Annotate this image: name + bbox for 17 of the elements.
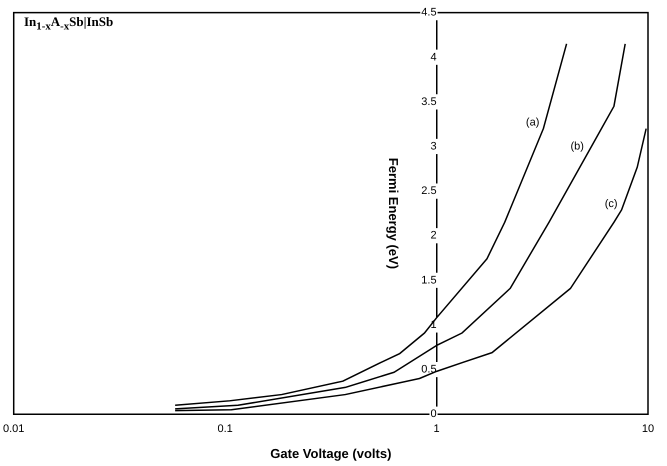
y-tick-label: 2.5 bbox=[421, 185, 437, 198]
x-tick-label: 0.01 bbox=[2, 422, 24, 435]
y-axis-title: Fermi Energy (eV) bbox=[386, 158, 401, 270]
y-tick-label: 0 bbox=[430, 408, 437, 420]
chart-title: In$_{1-x}$A$_{-x}$Sb|InSb bbox=[24, 14, 114, 33]
annotation: (b) bbox=[570, 140, 584, 153]
y-tick-label: 2 bbox=[430, 230, 437, 242]
y-tick-label: 3 bbox=[430, 140, 437, 152]
x-tick-label: 0.1 bbox=[217, 422, 233, 435]
x-axis-title: Gate Voltage (volts) bbox=[270, 446, 392, 461]
y-tick-label: 4.5 bbox=[421, 6, 437, 19]
x-tick-label: 10 bbox=[642, 422, 654, 435]
y-tick-label: 3.5 bbox=[421, 96, 437, 108]
y-tick-label: 1.5 bbox=[421, 274, 437, 286]
annotation: (a) bbox=[526, 116, 540, 129]
annotation: (c) bbox=[604, 198, 618, 210]
y-tick-label: 4 bbox=[430, 51, 437, 64]
